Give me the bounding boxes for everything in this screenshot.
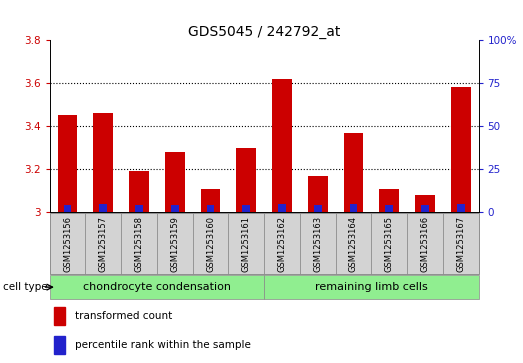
Bar xyxy=(99,204,107,212)
Text: GSM1253165: GSM1253165 xyxy=(385,216,394,272)
Bar xyxy=(264,213,300,274)
Text: GSM1253159: GSM1253159 xyxy=(170,216,179,272)
Text: GSM1253166: GSM1253166 xyxy=(420,216,429,272)
Bar xyxy=(314,205,322,212)
Bar xyxy=(201,189,220,212)
Bar xyxy=(407,213,443,274)
Title: GDS5045 / 242792_at: GDS5045 / 242792_at xyxy=(188,25,340,39)
Bar xyxy=(58,115,77,212)
Bar xyxy=(192,213,229,274)
Bar xyxy=(85,213,121,274)
Bar xyxy=(300,213,336,274)
Text: GSM1253161: GSM1253161 xyxy=(242,216,251,272)
Bar xyxy=(54,307,65,325)
Bar xyxy=(94,113,113,212)
Text: GSM1253156: GSM1253156 xyxy=(63,216,72,272)
Bar xyxy=(385,205,393,212)
Bar xyxy=(264,275,479,299)
Bar xyxy=(236,148,256,212)
Bar xyxy=(379,189,399,212)
Bar xyxy=(349,204,357,212)
Text: chondrocyte condensation: chondrocyte condensation xyxy=(83,282,231,292)
Bar xyxy=(308,176,327,212)
Bar xyxy=(135,205,143,212)
Bar xyxy=(54,336,65,354)
Bar xyxy=(207,205,214,212)
Text: transformed count: transformed count xyxy=(75,311,173,321)
Text: cell type: cell type xyxy=(3,282,47,292)
Text: GSM1253158: GSM1253158 xyxy=(134,216,143,272)
Bar xyxy=(451,87,471,212)
Bar xyxy=(278,204,286,212)
Bar xyxy=(242,205,250,212)
Bar xyxy=(371,213,407,274)
Bar xyxy=(50,275,264,299)
Bar xyxy=(229,213,264,274)
Bar xyxy=(336,213,371,274)
Text: GSM1253163: GSM1253163 xyxy=(313,216,322,272)
Text: GSM1253157: GSM1253157 xyxy=(99,216,108,272)
Bar xyxy=(443,213,479,274)
Text: GSM1253167: GSM1253167 xyxy=(456,216,465,272)
Bar xyxy=(64,205,72,212)
Bar xyxy=(457,204,464,212)
Bar xyxy=(415,195,435,212)
Bar xyxy=(50,213,85,274)
Text: GSM1253160: GSM1253160 xyxy=(206,216,215,272)
Bar xyxy=(421,205,429,212)
Text: GSM1253164: GSM1253164 xyxy=(349,216,358,272)
Text: remaining limb cells: remaining limb cells xyxy=(315,282,428,292)
Text: percentile rank within the sample: percentile rank within the sample xyxy=(75,340,251,350)
Bar xyxy=(344,132,363,212)
Bar xyxy=(121,213,157,274)
Bar xyxy=(165,152,185,212)
Text: GSM1253162: GSM1253162 xyxy=(278,216,287,272)
Bar xyxy=(171,205,179,212)
Bar xyxy=(157,213,192,274)
Bar xyxy=(129,171,149,212)
Bar xyxy=(272,79,292,212)
